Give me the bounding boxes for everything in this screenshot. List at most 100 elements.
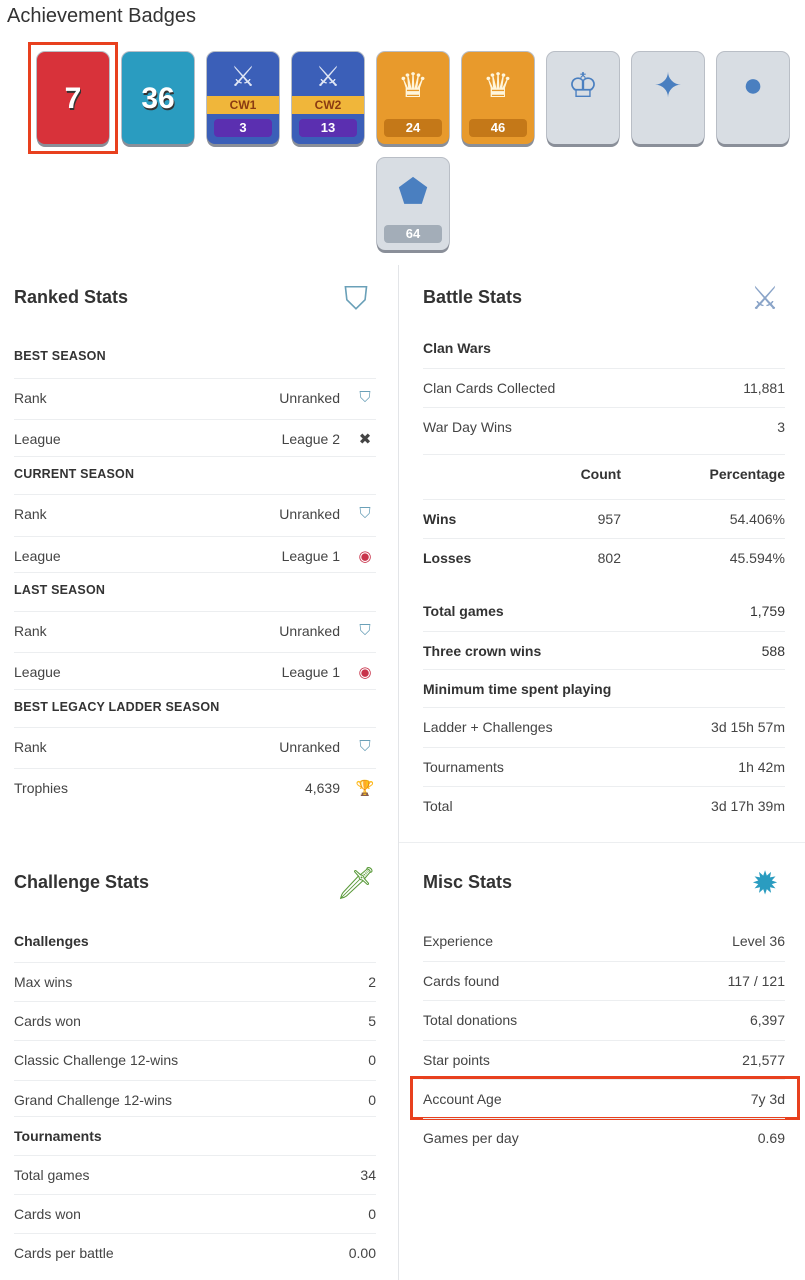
battle-row-value: 3 (777, 418, 785, 435)
league-icon: ◉ (358, 547, 372, 565)
battle-row: Losses 802 45.594% (423, 537, 785, 577)
battle-row-label: Clan Wars (423, 340, 491, 356)
misc-row-value: 21,577 (742, 1051, 785, 1068)
badge-value: 36 (141, 82, 175, 115)
misc-row-label: Experience (423, 933, 494, 949)
misc-row: Games per day 0.69 (423, 1117, 785, 1157)
battle-row-count: 802 (597, 549, 621, 566)
unranked-shield-icon: ⛉ (359, 505, 371, 522)
crossed-swords-icon: ⚔ (750, 280, 780, 316)
card-collection-icon: ⬟ (398, 173, 428, 211)
misc-row: Cards found 117 / 121 (423, 960, 785, 1000)
cw2-badge-tag: CW2 (292, 96, 364, 114)
ranked-row-label: BEST SEASON (14, 349, 106, 363)
misc-row-value: Level 36 (732, 933, 785, 949)
challenge-row-label: Max wins (14, 973, 73, 990)
challenge-row: Challenges (14, 922, 376, 961)
crown-flag-badge[interactable]: ♛ 46 (462, 52, 534, 144)
unranked-shield-icon: ⛉ (359, 622, 371, 639)
challenge-row-label: Classic Challenge 12-wins (14, 1051, 179, 1068)
gold-medal-icon: ● (742, 66, 764, 104)
ranked-row: League League 2 ✖ (14, 418, 376, 458)
challenge-stats-title: Challenge Stats (14, 872, 150, 892)
challenge-row-label: Cards per battle (14, 1244, 114, 1261)
achievement-badges-title: Achievement Badges (7, 5, 197, 27)
ranked-row-label: League (14, 430, 61, 447)
misc-row-label: Star points (423, 1051, 490, 1068)
ranked-row: Rank Unranked ⛉ (14, 726, 376, 766)
crossed-swords-icon: ⚔ (315, 61, 341, 92)
misc-stats-title: Misc Stats (423, 872, 513, 892)
ranked-row-label: Rank (14, 389, 47, 406)
level-badge[interactable]: 36 (122, 52, 194, 144)
card-collection-badge[interactable]: ⬟ 64 (377, 158, 449, 250)
ranked-row-label: LAST SEASON (14, 582, 106, 597)
ranked-row: CURRENT SEASON (14, 456, 376, 490)
battle-row-value: 3d 17h 39m (711, 797, 785, 814)
ranked-row-label: Rank (14, 622, 47, 639)
gold-medal-badge[interactable]: ● (717, 52, 789, 144)
challenge-row-value: 0 (368, 1205, 376, 1222)
ranked-row-value: Unranked (279, 389, 340, 406)
ranked-row: BEST LEGACY LADDER SEASON (14, 689, 376, 723)
crown-card-badge[interactable]: ♛ 24 (377, 52, 449, 144)
battle-row-label: Wins (423, 510, 457, 527)
challenge-row: Tournaments (14, 1115, 376, 1155)
battle-row-label: Ladder + Challenges (423, 718, 553, 735)
ranked-row: LAST SEASON (14, 572, 376, 606)
trophy-icon: 🏆 (355, 779, 375, 797)
ranked-row-value: League 1 (281, 663, 340, 680)
crown-frame-badge[interactable]: ♔ (547, 52, 619, 144)
challenge-row-label: Total games (14, 1166, 90, 1183)
ranked-row-value: Unranked (279, 738, 340, 755)
unranked-shield-icon: ⛉ (359, 389, 371, 406)
cw2-badge[interactable]: CW2 ⚔ 13 (292, 52, 364, 144)
battle-row-percentage: 45.594% (729, 549, 785, 566)
misc-row-label: Games per day (423, 1129, 519, 1146)
crossed-swords-icon: ⚔ (230, 61, 256, 92)
misc-row: Experience Level 36 (423, 922, 785, 961)
challenge-row-label: Tournaments (14, 1127, 102, 1144)
battle-row: Clan Wars (423, 329, 785, 368)
challenge-row-value: 0 (368, 1051, 376, 1068)
ranked-row-value: 4,639 (304, 779, 340, 796)
battle-row-value: 11,881 (743, 379, 785, 396)
ranked-row-label: Rank (14, 505, 47, 522)
battle-row: Ladder + Challenges 3d 15h 57m (423, 706, 785, 746)
ranked-row-value: Unranked (279, 622, 340, 639)
challenge-row: Cards won 5 (14, 1000, 376, 1040)
ranked-row-label: League (14, 663, 61, 680)
battle-row-count: Count (580, 465, 621, 482)
battle-stats-title: Battle Stats (423, 287, 523, 307)
challenge-row: Grand Challenge 12-wins 0 (14, 1079, 376, 1119)
crown-flag-icon: ♛ (482, 67, 514, 105)
misc-row: Account Age 7y 3d (423, 1078, 785, 1118)
misc-row-value: 7y 3d (750, 1090, 785, 1107)
battle-row-value: 588 (761, 642, 785, 659)
ranked-row-value: League 2 (281, 430, 340, 447)
battle-row-label: Tournaments (423, 758, 504, 775)
challenge-row: Classic Challenge 12-wins 0 (14, 1039, 376, 1079)
league-icon: ✖ (358, 430, 372, 448)
purple-cards-badge[interactable]: ✦ (632, 52, 704, 144)
battle-row: Wins 957 54.406% (423, 498, 785, 538)
challenge-row: Max wins 2 (14, 961, 376, 1001)
battle-row: Clan Cards Collected 11,881 (423, 367, 785, 407)
battle-row-value: 1,759 (749, 603, 785, 619)
challenge-row-label: Grand Challenge 12-wins (14, 1091, 172, 1108)
battle-row: Total games 1,759 (423, 592, 785, 631)
battle-row-percentage: 54.406% (729, 510, 785, 527)
sword-laurel-icon: 🗡 (336, 865, 377, 901)
battle-row-label: War Day Wins (423, 418, 512, 435)
ranked-row: BEST SEASON (14, 339, 376, 373)
level-star-icon: ✹ (751, 865, 779, 901)
misc-row-label: Account Age (423, 1090, 502, 1107)
misc-row-label: Cards found (423, 972, 500, 989)
misc-row-value: 117 / 121 (727, 972, 785, 989)
ranked-row: League League 1 ◉ (14, 651, 376, 691)
battle-row: Minimum time spent playing (423, 668, 785, 708)
challenge-row: Total games 34 (14, 1154, 376, 1194)
cw1-badge[interactable]: CW1 ⚔ 3 (207, 52, 279, 144)
misc-row: Total donations 6,397 (423, 999, 785, 1039)
years-played-badge[interactable]: 7 (37, 52, 109, 144)
